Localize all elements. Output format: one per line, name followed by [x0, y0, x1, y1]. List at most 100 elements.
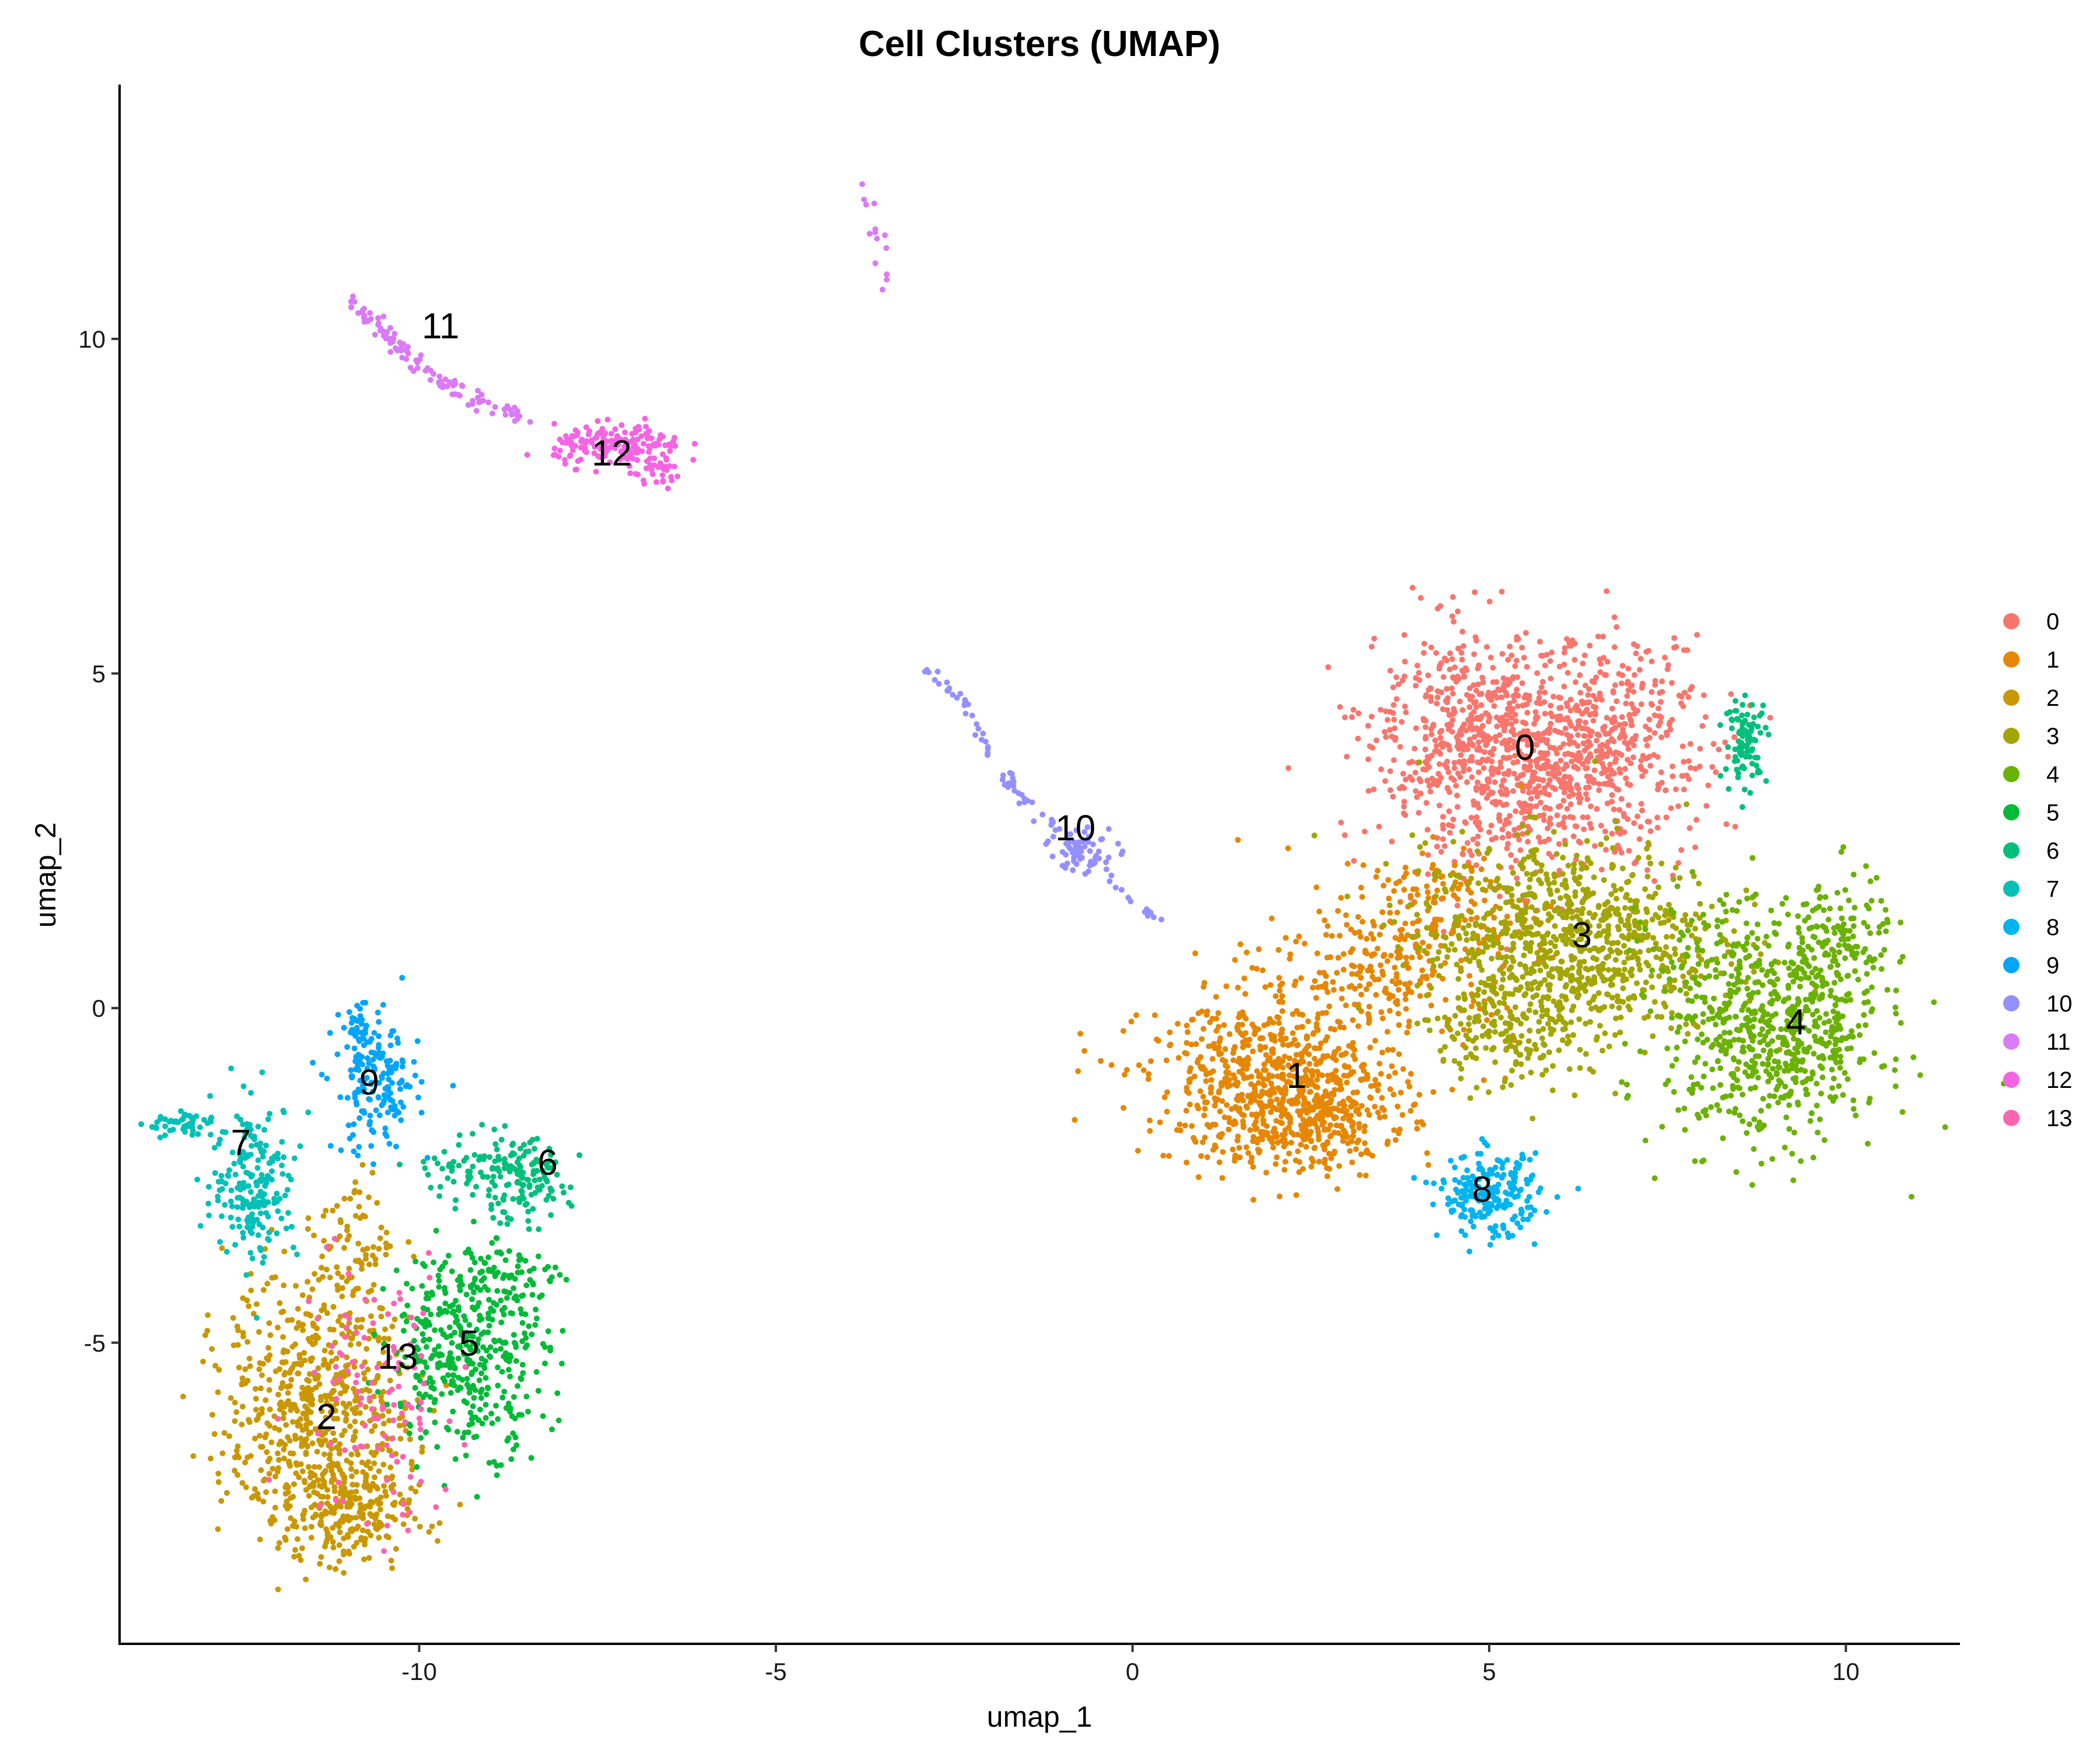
cluster-1-point: [1314, 1021, 1320, 1027]
cluster-0-point: [1546, 730, 1552, 736]
cluster-0-point: [1537, 701, 1544, 707]
cluster-0-point: [1561, 683, 1567, 690]
cluster-1-point: [1247, 1127, 1254, 1133]
cluster-4-point: [1942, 1124, 1948, 1130]
cluster-0-point: [1681, 759, 1687, 765]
cluster-4-point: [1642, 1138, 1648, 1144]
cluster-3-point: [1603, 915, 1609, 921]
cluster-2-point: [408, 1461, 415, 1467]
cluster-0-point: [1518, 803, 1524, 809]
cluster-0-point: [1506, 754, 1513, 761]
cluster-2-point: [295, 1423, 301, 1429]
cluster-0-point: [1508, 715, 1514, 721]
cluster-0-point: [1546, 850, 1552, 857]
cluster-1-point: [1357, 1172, 1363, 1178]
cluster-3-point: [1530, 1115, 1536, 1122]
cluster-2-point: [378, 1224, 384, 1231]
cluster-1-point: [1419, 967, 1426, 974]
cluster-0-point: [1504, 845, 1510, 852]
cluster-0-point: [1382, 734, 1389, 740]
cluster-0-point: [1401, 632, 1408, 638]
cluster-3-point: [1571, 956, 1577, 962]
cluster-0-point: [1541, 817, 1547, 823]
cluster-0-point: [1699, 723, 1706, 729]
cluster-3-point: [1471, 954, 1478, 961]
cluster-1-point: [1268, 1031, 1273, 1038]
cluster-2-point: [407, 1436, 413, 1443]
cluster-2-point: [359, 1317, 366, 1323]
cluster-0-point: [1558, 779, 1563, 785]
cluster-4-point: [1746, 1121, 1753, 1128]
cluster-0-point: [1648, 658, 1655, 664]
cluster-3-point: [1734, 1066, 1741, 1072]
cluster-0-point: [1584, 706, 1590, 713]
cluster-1-point: [1245, 1042, 1252, 1048]
cluster-3-point: [1455, 933, 1462, 939]
cluster-4-point: [1910, 1054, 1917, 1060]
cluster-1-point: [1342, 1129, 1349, 1136]
cluster-3-point: [1625, 955, 1632, 961]
cluster-2-point: [236, 1454, 242, 1461]
cluster-0-point: [1639, 682, 1646, 689]
cluster-1-point: [1354, 1107, 1361, 1113]
cluster-1-point: [1186, 1101, 1193, 1108]
cluster-3-point: [1636, 961, 1642, 968]
cluster-2-point: [391, 1316, 398, 1322]
cluster-3-point: [1572, 1092, 1578, 1098]
cluster-1-point: [1316, 1158, 1322, 1165]
cluster-0-point: [1516, 836, 1522, 843]
cluster-1-point: [1432, 900, 1438, 906]
cluster-1-point: [1255, 1136, 1262, 1142]
cluster-3-point: [1414, 912, 1420, 918]
cluster-0-point: [1639, 773, 1646, 779]
cluster-0-point: [1658, 779, 1665, 786]
cluster-3-point: [1598, 1005, 1605, 1012]
cluster-1-point: [1284, 1111, 1291, 1118]
cluster-3-point: [1416, 759, 1423, 765]
cluster-1-point: [1356, 929, 1363, 935]
cluster-4-point: [1884, 986, 1891, 993]
cluster-0-point: [1434, 606, 1441, 612]
cluster-2-point: [369, 1428, 375, 1434]
cluster-0-point: [1610, 688, 1616, 694]
cluster-1-point: [1213, 993, 1219, 1000]
cluster-0-point: [1497, 759, 1504, 765]
cluster-1-point: [1250, 1196, 1256, 1203]
cluster-2-point: [257, 1536, 263, 1542]
cluster-2-point: [275, 1465, 282, 1471]
cluster-3-point: [1530, 871, 1536, 877]
cluster-1-point: [1305, 1018, 1311, 1024]
cluster-0-point: [1423, 800, 1430, 806]
cluster-0-point: [1519, 680, 1525, 687]
cluster-0-point: [1702, 714, 1709, 720]
cluster-3-point: [1508, 892, 1515, 899]
cluster-0-point: [1626, 712, 1633, 718]
cluster-0-point: [1514, 875, 1520, 881]
cluster-0-point: [1616, 766, 1623, 772]
cluster-3-point: [1612, 957, 1619, 963]
cluster-0-point: [1425, 871, 1431, 877]
cluster-4-point: [1798, 1158, 1804, 1164]
cluster-0-point: [1540, 777, 1546, 783]
cluster-0-point: [1638, 701, 1644, 708]
cluster-1-point: [1384, 1028, 1391, 1035]
cluster-2-point: [353, 1469, 359, 1475]
cluster-1-point: [1366, 1020, 1372, 1026]
cluster-1-point: [1177, 1121, 1183, 1128]
cluster-1-point: [1288, 1139, 1294, 1146]
cluster-0-point: [1428, 698, 1434, 704]
cluster-0-point: [1637, 824, 1644, 830]
cluster-2-point: [311, 1232, 317, 1238]
cluster-0-point: [1422, 736, 1429, 742]
cluster-2-point: [378, 1522, 384, 1529]
cluster-2-point: [286, 1460, 292, 1466]
cluster-3-point: [1455, 1005, 1462, 1011]
cluster-1-point: [1267, 1098, 1273, 1104]
cluster-1-point: [1362, 1140, 1368, 1146]
cluster-3-point: [1513, 932, 1518, 939]
cluster-4-point: [1780, 1095, 1787, 1101]
cluster-4-point: [1717, 1065, 1724, 1072]
cluster-1-point: [1282, 1158, 1289, 1165]
cluster-0-point: [1580, 740, 1587, 747]
cluster-3-point: [1591, 874, 1597, 880]
